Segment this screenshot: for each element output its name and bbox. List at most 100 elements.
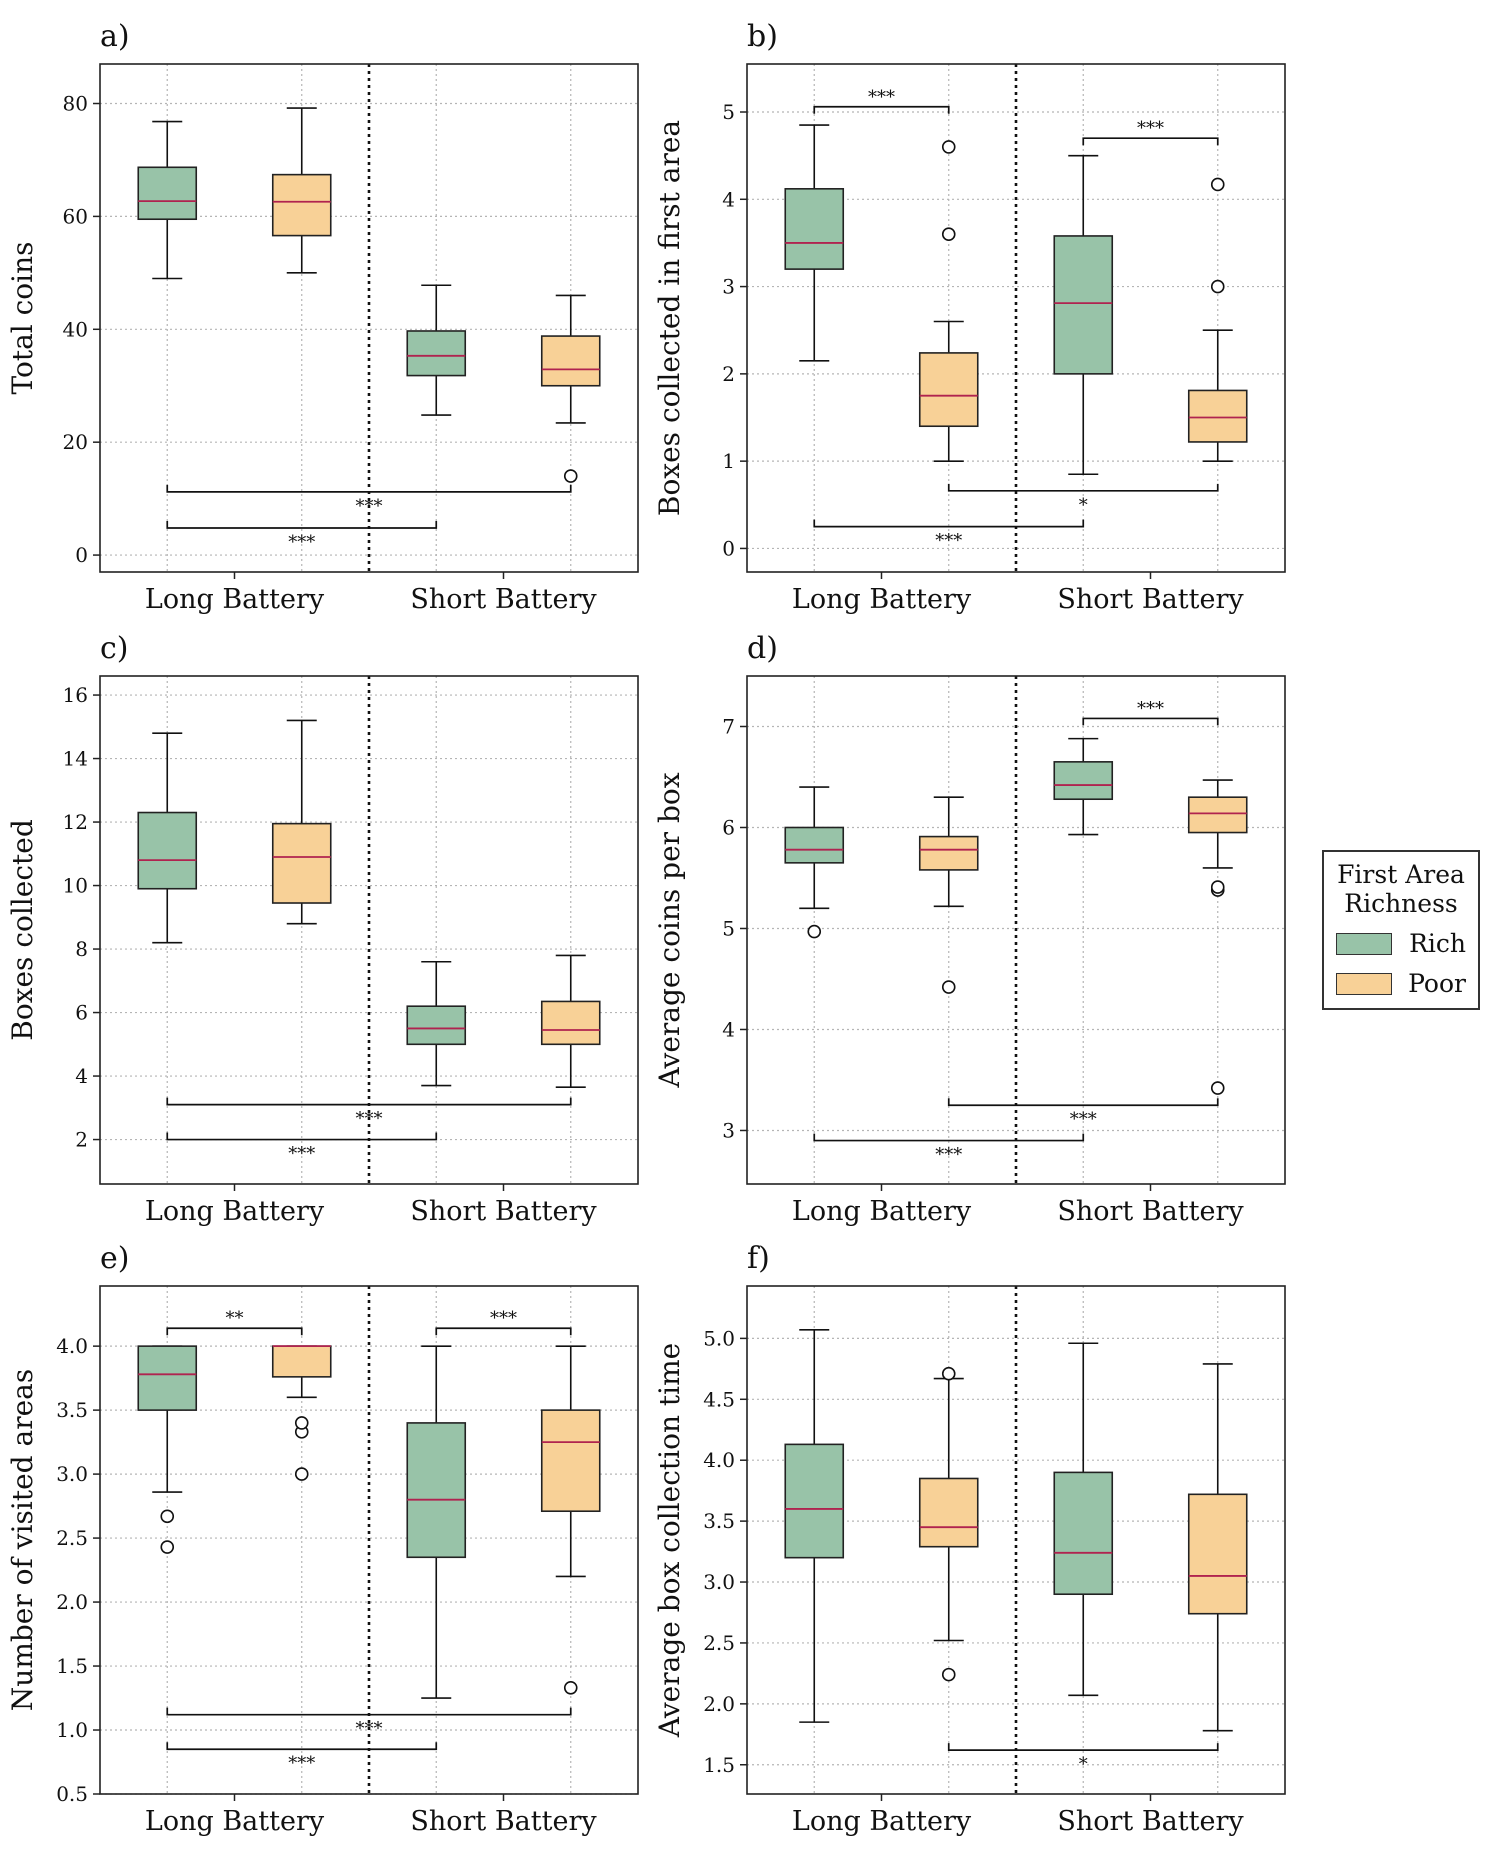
y-tick-label: 10 — [63, 874, 88, 898]
significance-stars: *** — [356, 1109, 383, 1130]
significance-bracket — [1082, 717, 1219, 726]
box-rich — [784, 786, 845, 939]
y-tick-label: 60 — [63, 204, 88, 228]
y-tick-label: 2 — [75, 1128, 88, 1152]
box-poor — [271, 107, 332, 274]
box-body — [1187, 1493, 1248, 1615]
significance-bracket — [947, 1743, 1219, 1751]
outlier-point — [1210, 1081, 1225, 1095]
significance-stars: *** — [935, 531, 962, 552]
y-tick-label: 3.0 — [703, 1570, 735, 1594]
significance-stars: *** — [288, 1753, 315, 1774]
box-rich — [137, 732, 198, 944]
significance-stars: *** — [1137, 698, 1164, 719]
panel-label: e) — [100, 1241, 129, 1276]
panel-label: b) — [747, 19, 778, 54]
x-tick-label: Long Battery — [145, 1196, 325, 1227]
box-rich — [1053, 1342, 1114, 1697]
panel-c: 2 4 6 8 10 12 14 16 Long Battery Short Battery ***… — [6, 631, 639, 1227]
y-tick-label: 4.5 — [703, 1387, 735, 1411]
y-tick-label: 3.5 — [703, 1509, 735, 1533]
axes-frame — [746, 1285, 1286, 1795]
x-tick-label: Short Battery — [1057, 1806, 1244, 1837]
x-tick-label: Short Battery — [410, 584, 597, 615]
panel-label: f) — [747, 1241, 770, 1276]
significance-bracket — [947, 1098, 1219, 1107]
significance-stars: * — [1079, 495, 1088, 516]
significance-bracket — [166, 1132, 438, 1141]
x-tick-label: Short Battery — [1057, 1196, 1244, 1227]
panel-e: 0.5 1.0 1.5 2.0 2.5 3.0 3.5 4.0 Long Battery Shor… — [6, 1241, 639, 1837]
box-rich — [406, 960, 467, 1087]
y-tick-label: 14 — [63, 747, 88, 771]
outlier-point — [1210, 880, 1225, 894]
box-body — [918, 835, 979, 871]
y-tick-label: 2.0 — [703, 1692, 735, 1716]
y-tick-label: 6 — [75, 1001, 88, 1025]
box-body — [137, 811, 198, 890]
outlier-point — [941, 140, 956, 154]
significance-stars: *** — [935, 1145, 962, 1166]
y-tick-label: 0.5 — [56, 1782, 88, 1806]
box-poor — [271, 1345, 332, 1481]
box-body — [406, 1005, 467, 1046]
box-rich — [406, 284, 467, 416]
panel-label: d) — [747, 631, 778, 666]
legend-label-poor: Poor — [1408, 969, 1466, 998]
significance-stars: *** — [356, 1719, 383, 1740]
y-tick-label: 3.0 — [56, 1462, 88, 1486]
y-tick-label: 3 — [722, 1118, 735, 1142]
box-body — [540, 1409, 601, 1513]
box-poor — [540, 954, 601, 1088]
box-body — [784, 188, 845, 270]
y-tick-label: 5.0 — [703, 1326, 735, 1350]
x-tick-label: Long Battery — [792, 1806, 972, 1837]
outlier-point — [160, 1509, 175, 1524]
x-tick-label: Short Battery — [1057, 584, 1244, 615]
legend-item-rich: Rich — [1336, 930, 1476, 958]
legend-title: First Area Richness — [1324, 860, 1478, 918]
significance-stars: *** — [1137, 118, 1164, 139]
outlier-point — [160, 1540, 175, 1554]
box-rich — [137, 1345, 198, 1554]
box-body — [1053, 761, 1114, 801]
y-tick-label: 20 — [63, 430, 88, 454]
y-tick-label: 0 — [722, 536, 735, 560]
box-poor — [540, 1345, 601, 1695]
box-poor — [271, 719, 332, 925]
y-tick-label: 5 — [722, 916, 735, 940]
axes-frame — [746, 675, 1286, 1185]
significance-stars: *** — [356, 496, 383, 517]
box-body — [784, 1443, 845, 1559]
y-tick-label: 1.0 — [56, 1718, 88, 1742]
y-tick-label: 2.5 — [703, 1631, 735, 1655]
y-tick-label: 4.0 — [703, 1448, 735, 1472]
box-body — [918, 352, 979, 428]
y-tick-label: 80 — [63, 92, 88, 116]
box-poor — [918, 796, 979, 994]
y-tick-label: 4 — [722, 187, 735, 211]
box-body — [406, 330, 467, 377]
y-tick-label: 4 — [722, 1017, 735, 1041]
significance-stars: * — [1079, 1754, 1088, 1775]
y-tick-label: 5 — [722, 100, 735, 124]
legend-label-rich: Rich — [1409, 929, 1466, 958]
outlier-point — [941, 227, 956, 242]
panel-label: c) — [100, 631, 129, 666]
significance-bracket — [166, 1097, 572, 1106]
significance-stars: *** — [288, 1144, 315, 1165]
box-body — [1187, 389, 1248, 443]
box-rich — [406, 1345, 467, 1699]
panel-label: a) — [100, 19, 130, 54]
y-tick-label: 1 — [722, 449, 735, 473]
legend-title-line-1: First Area — [1337, 860, 1465, 889]
panel-f: 1.5 2.0 2.5 3.0 3.5 4.0 4.5 5.0 Long Battery Shor… — [653, 1241, 1286, 1837]
y-tick-label: 0 — [75, 543, 88, 567]
legend-swatch-poor — [1336, 973, 1392, 995]
y-tick-label: 1.5 — [703, 1753, 735, 1777]
y-tick-label: 6 — [722, 815, 735, 839]
outlier-point — [563, 1680, 578, 1695]
significance-bracket — [166, 1742, 438, 1751]
box-rich — [784, 1329, 845, 1723]
